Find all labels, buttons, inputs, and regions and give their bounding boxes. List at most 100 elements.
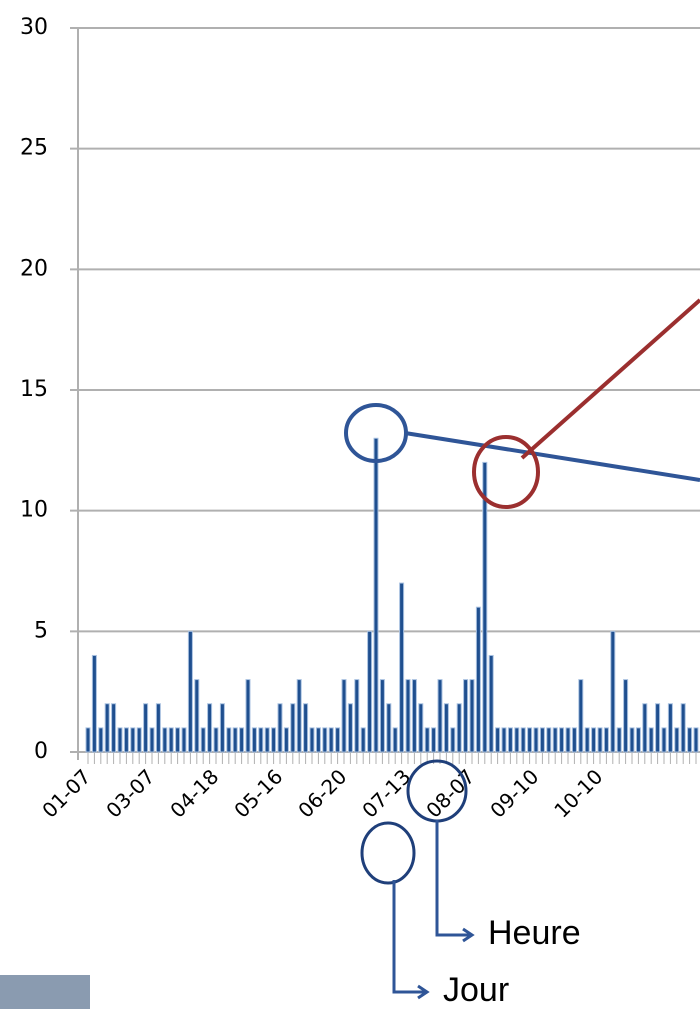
bar [648, 727, 654, 753]
bar [667, 703, 673, 753]
y-tick-label: 30 [20, 15, 48, 40]
bar [443, 703, 449, 753]
bar [155, 703, 161, 753]
bar [616, 727, 622, 753]
bar [111, 703, 117, 753]
bar [495, 727, 501, 753]
bar [104, 703, 110, 753]
bar [597, 727, 603, 753]
bar [213, 727, 219, 753]
y-tick-label: 0 [34, 739, 48, 764]
bar [584, 727, 590, 753]
bar [559, 727, 565, 753]
bar [475, 606, 481, 753]
bar [143, 703, 149, 753]
bar [674, 727, 680, 753]
bar [162, 727, 168, 753]
bar [392, 727, 398, 753]
bar [136, 727, 142, 753]
bar [386, 703, 392, 753]
bar [680, 703, 686, 753]
bar [219, 703, 225, 753]
bar [341, 679, 347, 753]
bar [661, 727, 667, 753]
bar [642, 703, 648, 753]
bar [245, 679, 251, 753]
bar [296, 679, 302, 753]
bar [258, 727, 264, 753]
bar [411, 679, 417, 753]
bar [194, 679, 200, 753]
bar [367, 630, 373, 753]
bar [437, 679, 443, 753]
y-tick-label: 15 [20, 377, 48, 402]
x-tick-label: 05-16 [229, 764, 287, 822]
bar [424, 727, 430, 753]
bar [354, 679, 360, 753]
bar [168, 727, 174, 753]
bar [226, 727, 232, 753]
annotation: Heure [488, 914, 581, 952]
x-tick-label: 08-07 [421, 764, 479, 822]
annotation: Jour [443, 971, 509, 1009]
bar [603, 727, 609, 753]
bar [200, 727, 206, 753]
x-tick-label: 01-07 [37, 764, 95, 822]
bar [501, 727, 507, 753]
y-tick-label: 25 [20, 136, 48, 161]
bar [85, 727, 91, 753]
bar [514, 727, 520, 753]
bar [373, 437, 379, 753]
bar [527, 727, 533, 753]
bar [149, 727, 155, 753]
bar [175, 727, 181, 753]
bar [399, 582, 405, 753]
y-tick-label: 5 [34, 618, 48, 643]
thumbnail [0, 975, 90, 1009]
bar [290, 703, 296, 753]
bar [98, 727, 104, 753]
bar [655, 703, 661, 753]
bar [431, 727, 437, 753]
bar [591, 727, 597, 753]
bar [469, 679, 475, 753]
bar [482, 461, 488, 753]
bar [123, 727, 129, 753]
bar [552, 727, 558, 753]
bar [405, 679, 411, 753]
bar [565, 727, 571, 753]
bar [539, 727, 545, 753]
x-tick-label: 03-07 [101, 764, 159, 822]
bar [507, 727, 513, 753]
bar [418, 703, 424, 753]
bar [693, 727, 699, 753]
bar [456, 703, 462, 753]
x-tick-label: 06-20 [293, 764, 351, 822]
bar [283, 727, 289, 753]
bar [347, 703, 353, 753]
bar [635, 727, 641, 753]
bar [232, 727, 238, 753]
bar [277, 703, 283, 753]
bar [533, 727, 539, 753]
bar [181, 727, 187, 753]
bar [571, 727, 577, 753]
bar [546, 727, 552, 753]
bar [117, 727, 123, 753]
y-tick-label: 20 [20, 256, 48, 281]
bar [335, 727, 341, 753]
bar [610, 630, 616, 753]
bar [239, 727, 245, 753]
bar [578, 679, 584, 753]
bar [463, 679, 469, 753]
bar [360, 727, 366, 753]
bar [91, 654, 97, 753]
bar [450, 727, 456, 753]
bar [315, 727, 321, 753]
bar [271, 727, 277, 753]
bar [322, 727, 328, 753]
bar [251, 727, 257, 753]
bar [207, 703, 213, 753]
x-tick-label: 09-10 [485, 764, 543, 822]
